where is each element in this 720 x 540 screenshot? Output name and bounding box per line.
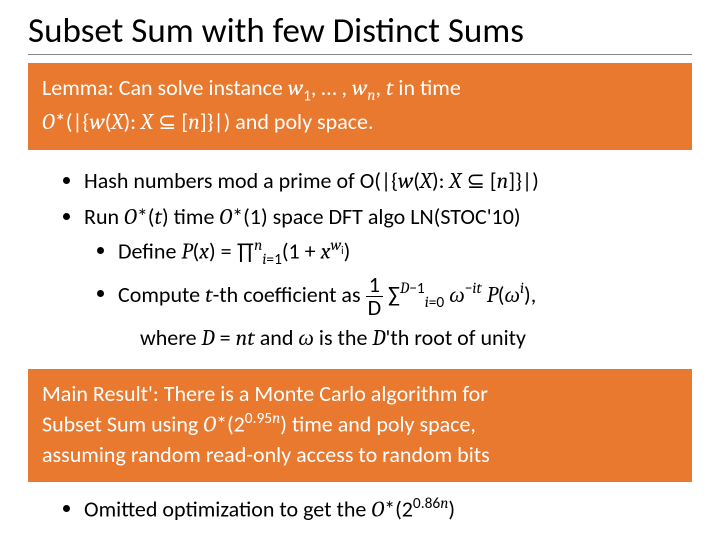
result-line2: Subset Sum using O*(20.95n) time and pol…	[42, 408, 678, 440]
lemma-line1: Lemma: Can solve instance w1, … , wn, t …	[42, 73, 678, 107]
lemma-line2: O*(|{w(X): X ⊆ [n]}|) and poly space.	[42, 107, 678, 138]
bullet-define-p: Define P(x) = ∏ni=1(1 + xwi)	[118, 234, 692, 272]
bullet-compute-coef: Compute t-th coefficient as 1D ∑D−1i=0 ω…	[118, 274, 692, 319]
lemma-box: Lemma: Can solve instance w1, … , wn, t …	[28, 63, 692, 150]
bullet-hash: Hash numbers mod a prime of O(|{w(X): X …	[84, 164, 692, 198]
bullet-omitted: Omitted optimization to get the O*(20.86…	[84, 494, 692, 522]
result-line1: Main Result': There is a Monte Carlo alg…	[42, 379, 678, 409]
bullet-run-dft: Run O*(t) time O*(1) space DFT algo LN(S…	[84, 200, 692, 355]
result-line3: assuming random read-only access to rand…	[42, 440, 678, 470]
slide: Subset Sum with few Distinct Sums Lemma:…	[0, 0, 720, 540]
page-title: Subset Sum with few Distinct Sums	[28, 10, 692, 55]
footer-bullet: Omitted optimization to get the O*(20.86…	[28, 492, 692, 522]
bullet-where: where D = nt and ω is the D'th root of u…	[84, 321, 692, 355]
main-result-box: Main Result': There is a Monte Carlo alg…	[28, 369, 692, 482]
bullet-list: Hash numbers mod a prime of O(|{w(X): X …	[28, 160, 692, 369]
